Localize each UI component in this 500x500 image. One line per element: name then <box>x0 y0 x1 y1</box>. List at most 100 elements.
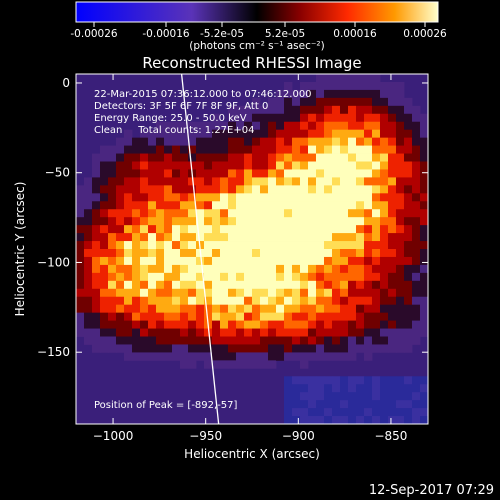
heatmap-cell <box>108 344 117 353</box>
heatmap-cell <box>284 328 293 337</box>
heatmap-cell <box>372 74 381 83</box>
heatmap-cell <box>180 241 189 250</box>
heatmap-cell <box>196 129 205 139</box>
heatmap-cell <box>84 304 93 314</box>
heatmap-cell <box>228 304 237 314</box>
heatmap-cell <box>92 241 101 250</box>
heatmap-cell <box>316 113 325 123</box>
heatmap-cell <box>276 177 285 186</box>
heatmap-cell <box>156 249 165 258</box>
heatmap-cell <box>284 185 293 194</box>
heatmap-cell <box>116 312 125 321</box>
heatmap-cell <box>340 185 349 194</box>
heatmap-cell <box>236 288 245 298</box>
heatmap-cell <box>412 400 421 409</box>
heatmap-cell <box>284 161 293 170</box>
heatmap-cell <box>252 296 261 306</box>
heatmap-cell <box>356 113 365 123</box>
heatmap-cell <box>148 145 157 154</box>
heatmap-cell <box>100 264 109 274</box>
heatmap-cell <box>196 201 205 210</box>
heatmap-cell <box>204 161 213 170</box>
heatmap-cell <box>372 81 381 91</box>
heatmap-cell <box>396 169 405 178</box>
heatmap-cell <box>156 280 165 290</box>
heatmap-cell <box>356 384 365 393</box>
heatmap-cell <box>188 256 197 266</box>
heatmap-cell <box>348 113 357 123</box>
heatmap-cell <box>380 344 389 353</box>
heatmap-cell <box>340 81 349 91</box>
heatmap-cell <box>108 272 117 282</box>
heatmap-cell <box>372 328 381 337</box>
heatmap-cell <box>340 113 349 123</box>
heatmap-cell <box>188 161 197 170</box>
heatmap-cell <box>356 74 365 83</box>
heatmap-cell <box>404 97 413 107</box>
colorbar-tick-label: -0.00026 <box>70 28 118 40</box>
heatmap-cell <box>420 225 428 234</box>
heatmap-cell <box>284 113 293 123</box>
heatmap-cell <box>172 288 181 298</box>
heatmap-cell <box>292 304 301 314</box>
heatmap-cell <box>300 288 309 298</box>
heatmap-cell <box>420 408 428 417</box>
heatmap-cell <box>116 153 125 162</box>
heatmap-cell <box>276 249 285 258</box>
heatmap-cell <box>180 145 189 154</box>
heatmap-cell <box>396 312 405 321</box>
heatmap-cell <box>236 161 245 170</box>
heatmap-cell <box>356 153 365 162</box>
heatmap-cell <box>308 272 317 282</box>
heatmap-cell <box>196 256 205 266</box>
heatmap-cell <box>300 129 309 139</box>
heatmap-cell <box>348 392 357 401</box>
heatmap-cell <box>132 225 141 234</box>
heatmap-cell <box>324 392 333 401</box>
heatmap-cell <box>332 304 341 314</box>
heatmap-cell <box>204 344 213 353</box>
heatmap-cell <box>252 312 261 321</box>
heatmap-cell <box>164 177 173 186</box>
heatmap-cell <box>332 272 341 282</box>
heatmap-cell <box>244 105 253 115</box>
heatmap-cell <box>364 74 373 83</box>
heatmap-cell <box>100 153 109 162</box>
heatmap-cell <box>300 177 309 186</box>
heatmap-cell <box>396 201 405 210</box>
heatmap-cell <box>228 153 237 162</box>
heatmap-cell <box>356 233 365 242</box>
heatmap-cell <box>116 241 125 250</box>
heatmap-cell <box>76 209 85 218</box>
heatmap-cell <box>292 185 301 194</box>
heatmap-cell <box>356 344 365 353</box>
heatmap-cell <box>396 209 405 218</box>
heatmap-cell <box>220 169 229 178</box>
heatmap-cell <box>404 153 413 162</box>
heatmap-cell <box>244 272 253 282</box>
colorbar-units: (photons cm⁻² s⁻¹ asec⁻²) <box>189 40 324 52</box>
heatmap-cell <box>244 121 253 131</box>
heatmap-cell <box>284 312 293 321</box>
heatmap-cell <box>204 264 213 274</box>
heatmap-cell <box>372 153 381 162</box>
heatmap-cell <box>380 400 389 409</box>
heatmap-cell <box>244 280 253 290</box>
heatmap-cell <box>300 153 309 162</box>
heatmap-cell <box>316 344 325 353</box>
heatmap-cell <box>404 416 413 424</box>
heatmap-cell <box>252 209 261 218</box>
heatmap-cell <box>172 169 181 178</box>
heatmap-cell <box>148 177 157 186</box>
heatmap-cell <box>164 249 173 258</box>
heatmap-cell <box>236 169 245 178</box>
heatmap-cell <box>292 249 301 258</box>
heatmap-cell <box>420 304 428 314</box>
heatmap-cell <box>140 264 149 274</box>
heatmap-cell <box>396 137 405 146</box>
heatmap-cell <box>348 137 357 146</box>
heatmap-cell <box>204 352 213 361</box>
heatmap-cell <box>108 169 117 178</box>
heatmap-cell <box>236 113 245 123</box>
heatmap-cell <box>108 225 117 234</box>
